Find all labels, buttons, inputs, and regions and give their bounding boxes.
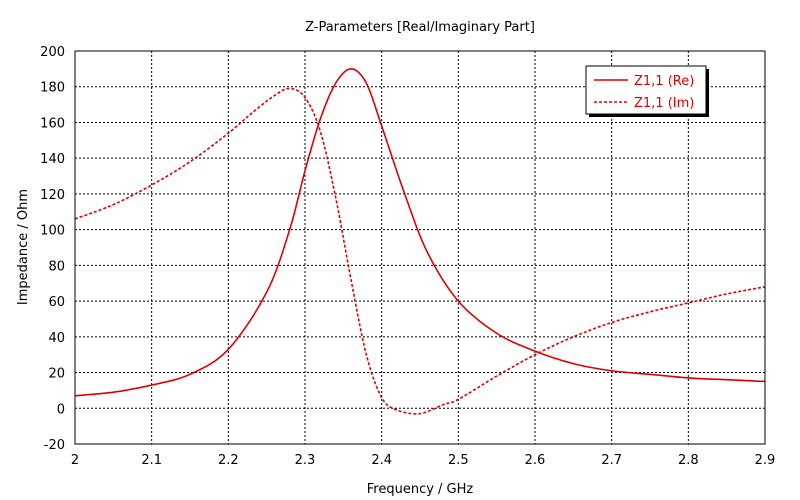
data-point	[427, 252, 429, 254]
x-tick-label: 2.1	[141, 453, 162, 468]
x-tick-label: 2	[71, 453, 79, 468]
data-point	[189, 374, 191, 376]
data-point	[113, 391, 115, 393]
data-point	[151, 384, 153, 386]
data-point	[649, 311, 651, 313]
data-point	[573, 336, 575, 338]
data-point	[320, 131, 322, 133]
series-im	[74, 87, 766, 415]
data-point	[350, 68, 352, 70]
x-tick-label: 2.5	[448, 453, 469, 468]
series-line-re	[74, 68, 766, 397]
data-point	[189, 161, 191, 163]
legend-label-im: Z1,1 (Im)	[634, 96, 694, 111]
data-point	[151, 184, 153, 186]
series-re	[74, 68, 766, 397]
y-tick-label: 60	[48, 295, 65, 310]
y-tick-label: 40	[48, 331, 65, 346]
data-point	[404, 193, 406, 195]
data-point	[458, 300, 460, 302]
data-point	[335, 82, 337, 84]
data-point	[396, 409, 398, 411]
legend: Z1,1 (Re) Z1,1 (Im)	[585, 65, 709, 117]
data-point	[113, 204, 115, 206]
data-point	[335, 197, 337, 199]
x-tick-label: 2.3	[295, 453, 316, 468]
plot-series	[74, 68, 766, 415]
x-tick-label: 2.4	[371, 453, 392, 468]
x-tick-labels: 2 2.1 2.2 2.3 2.4 2.5 2.6 2.7 2.8 2.9	[71, 453, 775, 468]
data-point	[688, 377, 690, 379]
data-point	[381, 397, 383, 399]
data-point	[251, 113, 253, 115]
data-point	[289, 88, 291, 90]
y-tick-label: 20	[48, 367, 65, 382]
data-point	[228, 132, 230, 134]
data-point	[442, 404, 444, 406]
x-tick-label: 2.9	[755, 453, 776, 468]
series-line-im	[74, 87, 766, 415]
y-tick-label: 200	[40, 45, 65, 60]
chart-title: Z-Parameters [Real/Imaginary Part]	[305, 20, 535, 35]
data-point	[496, 375, 498, 377]
legend-label-re: Z1,1 (Re)	[634, 74, 694, 89]
data-point	[611, 322, 613, 324]
data-point	[381, 125, 383, 127]
data-point	[688, 302, 690, 304]
y-axis-label: Impedance / Ohm	[16, 189, 31, 305]
data-point	[649, 374, 651, 376]
y-tick-label: 120	[40, 188, 65, 203]
data-point	[366, 82, 368, 84]
legend-box	[585, 65, 707, 115]
x-tick-label: 2.2	[218, 453, 239, 468]
data-point	[419, 413, 421, 415]
x-axis-label: Frequency / GHz	[367, 482, 474, 497]
y-tick-label: 180	[40, 81, 65, 96]
data-point	[320, 118, 322, 120]
y-tick-label: 80	[48, 259, 65, 274]
y-tick-label: 140	[40, 152, 65, 167]
y-tick-label: 0	[57, 402, 65, 417]
data-point	[266, 291, 268, 293]
x-tick-label: 2.8	[678, 453, 699, 468]
y-tick-label: 100	[40, 224, 65, 239]
data-point	[304, 170, 306, 172]
data-point	[573, 363, 575, 365]
data-point	[366, 354, 368, 356]
data-point	[289, 229, 291, 231]
data-point	[304, 97, 306, 99]
data-point	[350, 279, 352, 281]
x-tick-label: 2.6	[525, 453, 546, 468]
data-point	[458, 399, 460, 401]
data-point	[534, 350, 536, 352]
data-point	[496, 332, 498, 334]
y-tick-label: -20	[44, 438, 65, 453]
data-point	[611, 370, 613, 372]
data-point	[274, 95, 276, 97]
x-tick-label: 2.7	[601, 453, 622, 468]
grid-lines	[75, 51, 765, 444]
data-point	[228, 349, 230, 351]
data-point	[534, 354, 536, 356]
data-point	[726, 379, 728, 381]
plot-frame	[74, 50, 766, 445]
y-tick-label: 160	[40, 116, 65, 131]
data-point	[726, 293, 728, 295]
